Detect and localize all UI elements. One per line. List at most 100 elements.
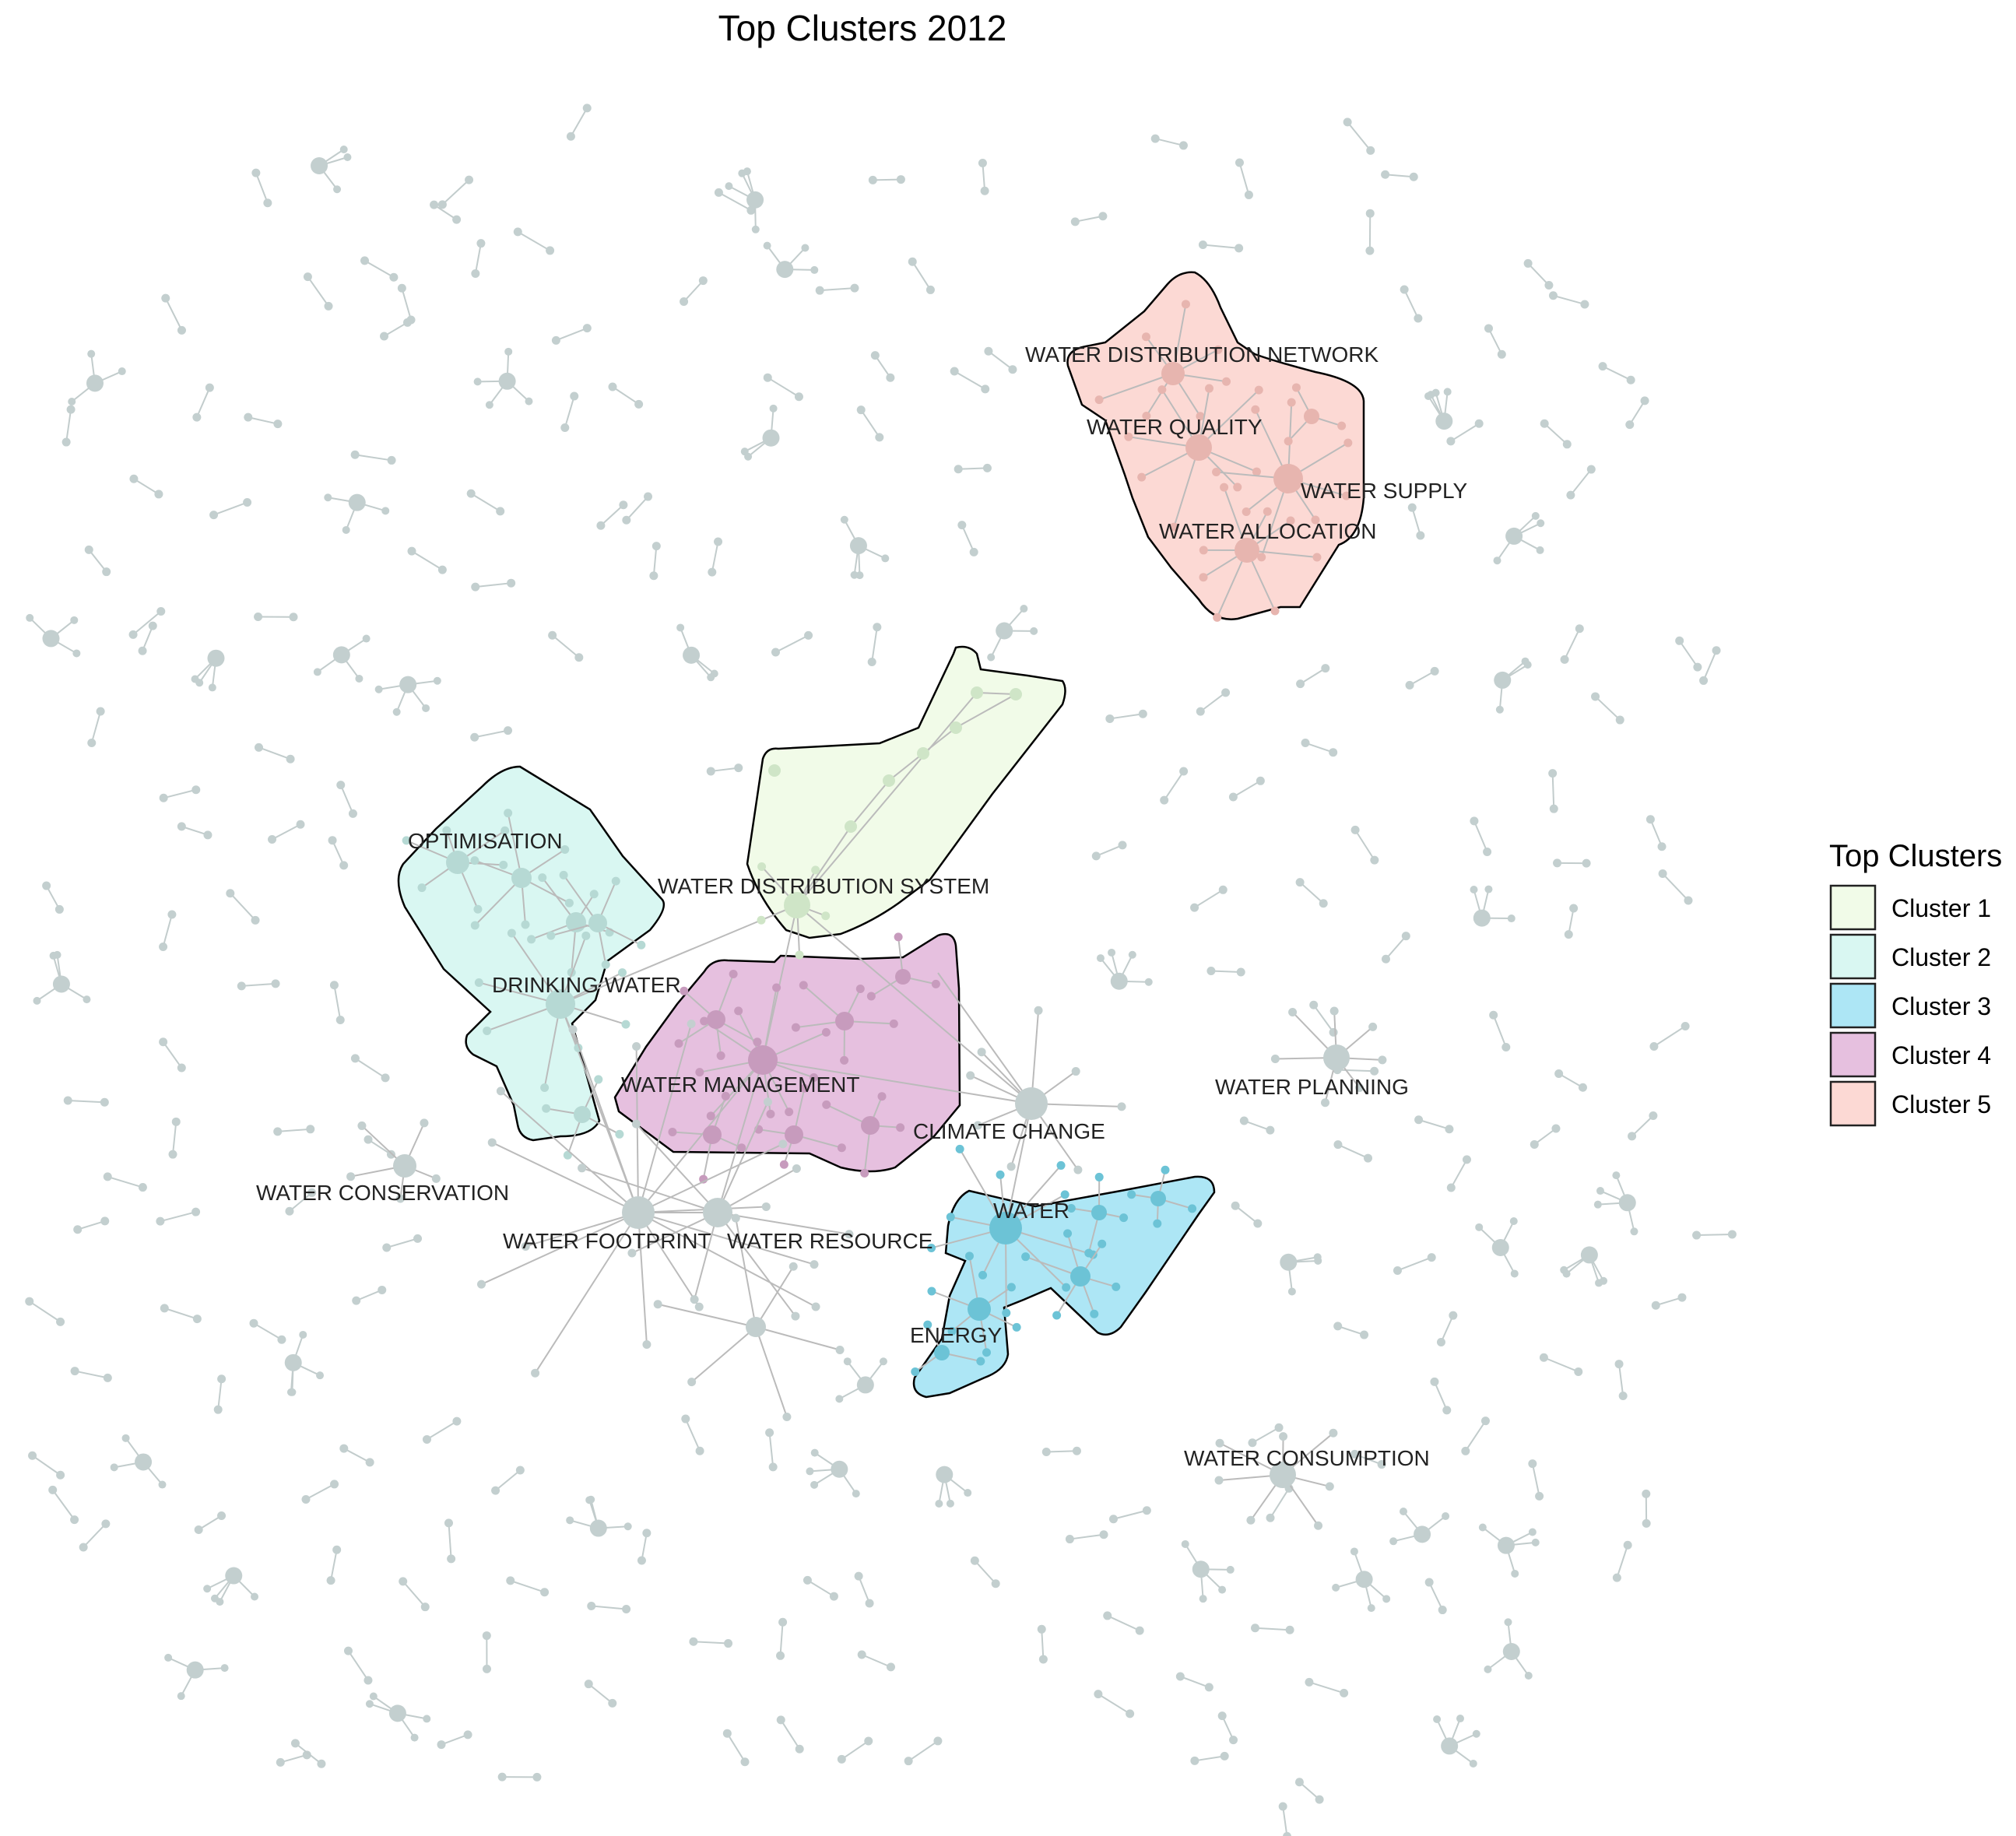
background-edge <box>1403 289 1419 319</box>
background-edge <box>1409 670 1435 686</box>
cluster4-node-a-leaf <box>680 986 689 995</box>
background-edge <box>556 327 588 342</box>
legend-label-cluster-1: Cluster 1 <box>1891 894 1991 922</box>
background-node <box>1651 1301 1660 1310</box>
background-node <box>254 612 263 621</box>
background-node <box>1416 531 1425 540</box>
background-edge <box>718 191 752 212</box>
label-water-supply: WATER SUPPLY <box>1301 479 1468 503</box>
label-water-distribution-system: WATER DISTRIBUTION SYSTEM <box>658 874 989 898</box>
background-node <box>852 1490 860 1498</box>
background-node <box>681 1414 690 1424</box>
cluster5-water-supply-leaf <box>1257 553 1266 562</box>
background-node <box>582 324 592 333</box>
background-node <box>875 433 884 442</box>
background-edge <box>68 1099 105 1104</box>
background-edge <box>1270 1487 1290 1518</box>
background-node <box>1475 1223 1484 1231</box>
background-node <box>381 1073 390 1083</box>
label-water-footprint: WATER FOOTPRINT <box>503 1229 711 1253</box>
background-node <box>1630 1227 1638 1236</box>
background-hub-node <box>1435 412 1453 430</box>
background-node <box>48 1485 58 1494</box>
hub-water-planning-leaf <box>1355 1083 1364 1093</box>
background-node <box>326 1576 335 1585</box>
cluster5-water-quality-leaf <box>1137 472 1147 482</box>
background-node <box>867 658 876 667</box>
background-edge <box>386 1237 418 1248</box>
background-edge <box>779 1622 784 1656</box>
cluster2-node-c-leaf <box>546 931 556 940</box>
background-node <box>422 704 430 712</box>
background-edge <box>873 178 901 181</box>
background-edge <box>474 243 482 274</box>
background-node <box>981 384 990 394</box>
background-edge <box>1553 294 1586 305</box>
background-node <box>1424 1578 1434 1587</box>
cluster3-water-leaf <box>978 1270 988 1280</box>
cluster4-water-management-leaf <box>695 1068 704 1077</box>
background-edge <box>470 493 501 512</box>
background-node <box>220 1664 229 1673</box>
background-node <box>433 676 441 685</box>
cluster-5-hull <box>1066 271 1365 620</box>
background-edge <box>1107 1615 1140 1632</box>
hub-link <box>762 904 798 1061</box>
cluster4-water-management-leaf <box>700 1016 709 1026</box>
cluster3-water-leaf <box>1060 1190 1069 1199</box>
background-node <box>25 1297 34 1306</box>
cluster2-node-d-node <box>574 1106 591 1123</box>
cluster5-water-allocation-leaf <box>1312 553 1322 562</box>
background-node <box>249 1318 258 1328</box>
background-edge <box>1046 1450 1077 1453</box>
background-node <box>868 175 877 184</box>
background-hub-node <box>589 1519 607 1537</box>
cluster1-node <box>768 764 781 777</box>
cluster5-water-quality-leaf <box>1169 522 1178 532</box>
background-node <box>507 578 516 588</box>
background-node <box>378 1285 387 1294</box>
hub-water-conservation-leaf <box>395 1194 405 1203</box>
hub-water-consumption-leaf <box>1215 1438 1224 1448</box>
cluster2-node-b-leaf <box>589 890 599 899</box>
background-node <box>574 653 584 662</box>
background-node <box>1381 170 1390 179</box>
background-node <box>1446 437 1456 446</box>
cluster2-node-d-leaf <box>542 1104 551 1113</box>
background-edge <box>332 840 345 866</box>
cluster3-water-leaf <box>996 1170 1005 1179</box>
background-node <box>1537 519 1545 528</box>
background-node <box>1612 1573 1621 1582</box>
background-node <box>70 1367 79 1376</box>
label-water-planning: WATER PLANNING <box>1215 1075 1409 1099</box>
background-node <box>1544 281 1554 290</box>
cluster4-node-a-leaf <box>716 1051 725 1060</box>
cluster3-node-a-node <box>1070 1266 1091 1287</box>
cluster1-edge <box>796 826 852 906</box>
background-node <box>1332 1583 1340 1592</box>
background-node <box>306 1125 315 1134</box>
cluster2-drinking-water-leaf <box>581 931 591 940</box>
background-edge <box>307 276 329 307</box>
cluster5-water-allocation-node <box>1235 538 1259 563</box>
cluster5-water-allocation-leaf <box>1199 546 1208 555</box>
background-node <box>768 1462 778 1472</box>
background-node <box>714 188 723 197</box>
background-hub-node <box>135 1453 153 1471</box>
cluster2-node-a-leaf <box>521 920 530 929</box>
background-edge <box>858 1575 871 1604</box>
cluster1-node <box>883 774 895 787</box>
background-node <box>1523 661 1532 669</box>
background-edge <box>1255 1627 1291 1631</box>
background-node <box>413 1234 423 1243</box>
cluster1-edge <box>888 753 924 781</box>
cluster2-node-a-leaf <box>470 856 479 865</box>
background-node <box>54 904 64 914</box>
hub-water-consumption-leaf <box>1246 1515 1256 1525</box>
background-node <box>290 1739 300 1748</box>
background-node <box>856 405 866 415</box>
background-edge <box>272 823 301 841</box>
background-node <box>1618 1392 1628 1401</box>
cluster4-node-b-leaf <box>889 1019 898 1028</box>
background-node <box>205 383 214 392</box>
